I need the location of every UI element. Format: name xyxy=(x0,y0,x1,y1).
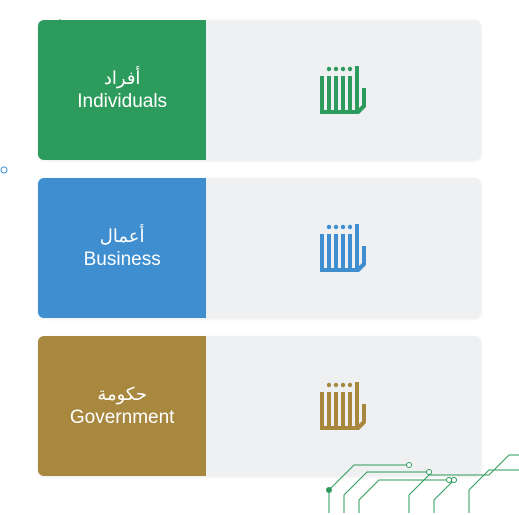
card-business[interactable]: أعمال Business xyxy=(38,178,481,318)
label-ar-business: أعمال xyxy=(100,226,145,247)
label-en-individuals: Individuals xyxy=(77,91,167,113)
card-business-right xyxy=(206,178,481,318)
absher-logo-icon xyxy=(312,374,376,438)
card-government-right xyxy=(206,336,481,476)
card-individuals[interactable]: أفراد Individuals xyxy=(38,20,481,160)
absher-logo-icon xyxy=(312,58,376,122)
card-individuals-left: أفراد Individuals xyxy=(38,20,206,160)
card-container: أفراد Individuals xyxy=(0,0,519,496)
card-business-left: أعمال Business xyxy=(38,178,206,318)
label-ar-government: حكومة xyxy=(97,384,147,405)
label-en-government: Government xyxy=(70,407,175,429)
card-government[interactable]: حكومة Government xyxy=(38,336,481,476)
label-en-business: Business xyxy=(84,249,161,271)
card-individuals-right xyxy=(206,20,481,160)
card-government-left: حكومة Government xyxy=(38,336,206,476)
absher-logo-icon xyxy=(312,216,376,280)
label-ar-individuals: أفراد xyxy=(104,68,141,89)
